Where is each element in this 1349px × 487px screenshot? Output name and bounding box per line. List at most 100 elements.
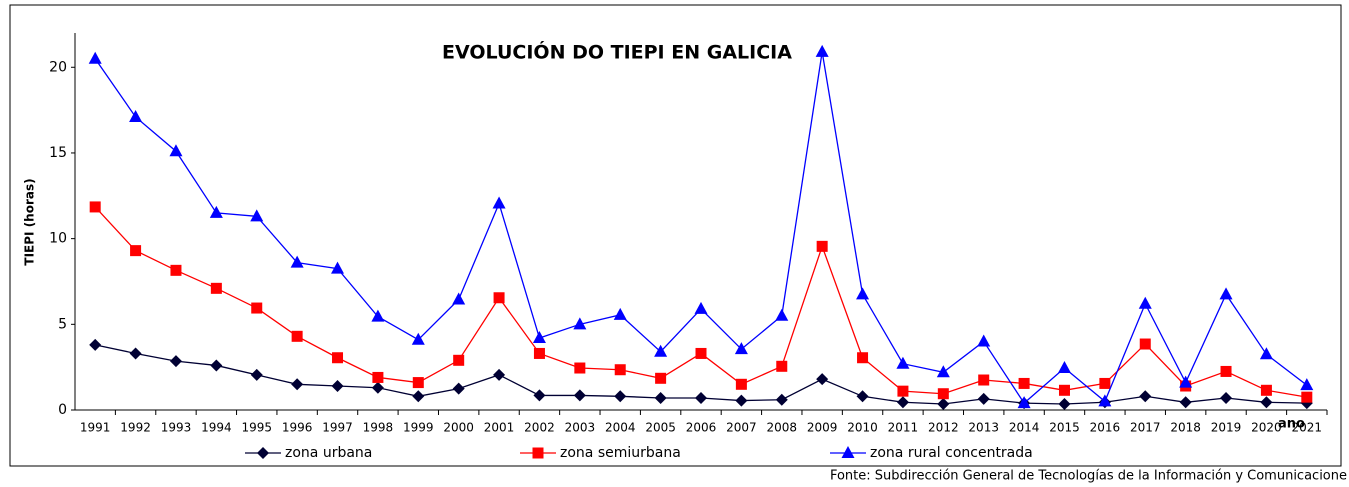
marker — [371, 381, 384, 394]
marker — [88, 51, 102, 64]
x-tick-label: 2019 — [1211, 421, 1242, 435]
marker — [1139, 390, 1152, 403]
marker — [735, 378, 747, 390]
marker — [210, 359, 223, 372]
marker — [1018, 377, 1030, 389]
y-tick-label: 0 — [58, 402, 67, 418]
marker — [251, 302, 263, 314]
x-tick-label: 1998 — [363, 421, 394, 435]
marker — [452, 292, 466, 305]
x-tick-label: 2001 — [484, 421, 515, 435]
marker — [573, 317, 587, 330]
marker — [815, 44, 829, 57]
marker — [250, 209, 264, 222]
legend-label: zona rural concentrada — [870, 445, 1033, 461]
marker — [816, 240, 828, 252]
x-axis-label: ano — [1278, 417, 1305, 432]
x-tick-label: 1995 — [241, 421, 272, 435]
x-tick-label: 2009 — [807, 421, 838, 435]
marker — [614, 390, 627, 403]
marker — [857, 352, 869, 364]
marker — [1260, 396, 1273, 409]
marker — [856, 390, 869, 403]
x-tick-label: 2014 — [1009, 421, 1040, 435]
source-note: Fonte: Subdirección General de Tecnologí… — [830, 469, 1347, 484]
marker — [89, 338, 102, 351]
x-tick-label: 1991 — [80, 421, 111, 435]
marker — [332, 352, 344, 364]
marker — [574, 362, 586, 374]
marker — [1179, 396, 1192, 409]
marker — [937, 388, 949, 400]
marker — [290, 255, 304, 268]
marker — [654, 392, 667, 405]
x-tick-label: 2020 — [1251, 421, 1282, 435]
marker — [129, 347, 142, 360]
x-tick-label: 1994 — [201, 421, 232, 435]
marker — [412, 390, 425, 403]
y-tick-label: 20 — [49, 59, 67, 75]
marker — [452, 382, 465, 395]
marker — [776, 360, 788, 372]
marker — [734, 342, 748, 355]
marker — [209, 205, 223, 218]
x-tick-label: 2021 — [1292, 421, 1323, 435]
marker — [371, 309, 385, 322]
marker — [1220, 392, 1233, 405]
marker — [257, 447, 269, 459]
marker — [655, 372, 667, 384]
marker — [532, 331, 546, 344]
x-tick-label: 1997 — [322, 421, 353, 435]
legend-label: zona urbana — [285, 445, 372, 461]
x-tick-label: 2013 — [968, 421, 999, 435]
marker — [291, 330, 303, 342]
marker — [1259, 347, 1273, 360]
x-tick-label: 2011 — [888, 421, 919, 435]
marker — [695, 347, 707, 359]
x-tick-label: 2015 — [1049, 421, 1080, 435]
marker — [896, 356, 910, 369]
marker — [492, 196, 506, 209]
marker — [372, 371, 384, 383]
x-tick-label: 2002 — [524, 421, 555, 435]
x-tick-label: 2000 — [443, 421, 474, 435]
y-tick-label: 10 — [49, 231, 67, 247]
marker — [1179, 375, 1193, 388]
marker — [978, 374, 990, 386]
marker — [695, 392, 707, 405]
marker — [169, 355, 182, 368]
marker — [735, 394, 748, 407]
y-axis-label: TIEPI (horas) — [23, 178, 37, 265]
marker — [573, 389, 586, 402]
y-tick-label: 5 — [58, 316, 67, 332]
y-tick-label: 15 — [49, 145, 67, 161]
marker — [1099, 377, 1111, 389]
marker — [694, 301, 708, 314]
marker — [1057, 361, 1071, 374]
marker — [493, 292, 505, 304]
x-tick-label: 2004 — [605, 421, 636, 435]
marker — [654, 344, 668, 357]
x-tick-label: 1999 — [403, 421, 434, 435]
marker — [1300, 378, 1314, 391]
marker — [977, 334, 991, 347]
marker — [250, 368, 263, 381]
marker — [614, 364, 626, 376]
x-tick-label: 2012 — [928, 421, 959, 435]
x-tick-label: 1992 — [120, 421, 151, 435]
marker — [130, 245, 142, 257]
x-tick-label: 2016 — [1090, 421, 1121, 435]
marker — [533, 389, 546, 402]
marker — [453, 354, 465, 366]
x-tick-label: 2006 — [686, 421, 717, 435]
x-tick-label: 2008 — [767, 421, 798, 435]
x-tick-label: 2010 — [847, 421, 878, 435]
chart-frame — [9, 4, 1342, 467]
marker — [1139, 338, 1151, 350]
marker — [331, 261, 345, 274]
marker — [210, 282, 222, 294]
marker — [841, 446, 855, 458]
marker — [1098, 394, 1112, 407]
marker — [896, 396, 909, 409]
